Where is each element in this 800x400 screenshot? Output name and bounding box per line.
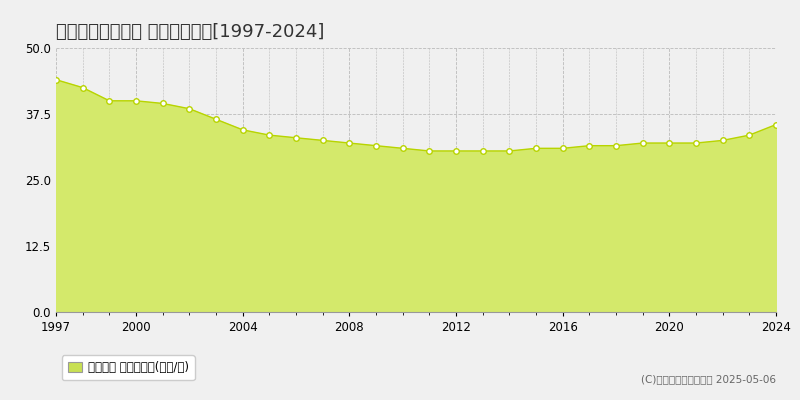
Text: (C)土地価格ドットコム 2025-05-06: (C)土地価格ドットコム 2025-05-06 [641, 374, 776, 384]
Text: 知多郡東浦町緒川 基準地価推移[1997-2024]: 知多郡東浦町緒川 基準地価推移[1997-2024] [56, 23, 324, 41]
Legend: 基準地価 平均坪単価(万円/坪): 基準地価 平均坪単価(万円/坪) [62, 355, 194, 380]
